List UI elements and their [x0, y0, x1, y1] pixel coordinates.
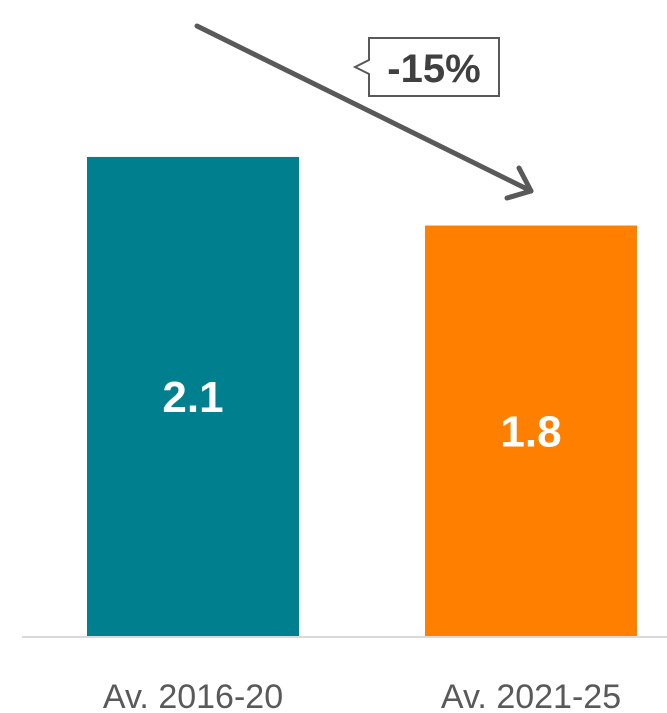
bar-1 — [87, 156, 299, 637]
trend-arrow-shaft — [194, 23, 534, 194]
bar-value-label-2: 1.8 — [500, 407, 561, 456]
change-percent-label: -15% — [387, 47, 480, 91]
change-annotation: -15% — [194, 23, 534, 201]
labels-layer: 2.1 Av. 2016-20 1.8 Av. 2021-25 — [103, 373, 621, 713]
bar-value-label-1: 2.1 — [162, 373, 223, 422]
bar-2 — [425, 225, 637, 637]
trend-arrow-head — [504, 165, 534, 201]
bars-layer — [87, 156, 637, 637]
category-label-2: Av. 2021-25 — [441, 678, 621, 713]
category-label-1: Av. 2016-20 — [103, 678, 283, 713]
callout-box — [352, 37, 500, 97]
